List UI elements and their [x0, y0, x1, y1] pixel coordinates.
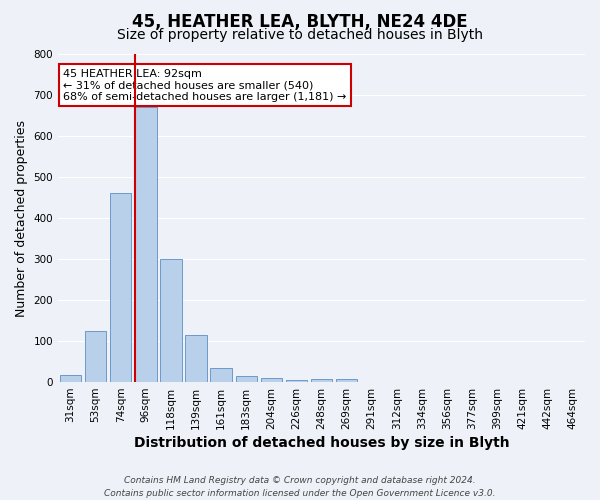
Bar — [311, 379, 332, 382]
Bar — [60, 374, 81, 382]
Bar — [286, 380, 307, 382]
Text: 45, HEATHER LEA, BLYTH, NE24 4DE: 45, HEATHER LEA, BLYTH, NE24 4DE — [132, 12, 468, 30]
Bar — [336, 379, 357, 382]
Bar — [135, 108, 157, 382]
Bar — [110, 194, 131, 382]
Bar — [211, 368, 232, 382]
Bar — [160, 259, 182, 382]
Bar — [260, 378, 282, 382]
Bar — [85, 331, 106, 382]
Bar — [185, 335, 207, 382]
Text: Contains HM Land Registry data © Crown copyright and database right 2024.
Contai: Contains HM Land Registry data © Crown c… — [104, 476, 496, 498]
Text: Size of property relative to detached houses in Blyth: Size of property relative to detached ho… — [117, 28, 483, 42]
X-axis label: Distribution of detached houses by size in Blyth: Distribution of detached houses by size … — [134, 436, 509, 450]
Text: 45 HEATHER LEA: 92sqm
← 31% of detached houses are smaller (540)
68% of semi-det: 45 HEATHER LEA: 92sqm ← 31% of detached … — [64, 69, 347, 102]
Y-axis label: Number of detached properties: Number of detached properties — [15, 120, 28, 316]
Bar — [236, 376, 257, 382]
